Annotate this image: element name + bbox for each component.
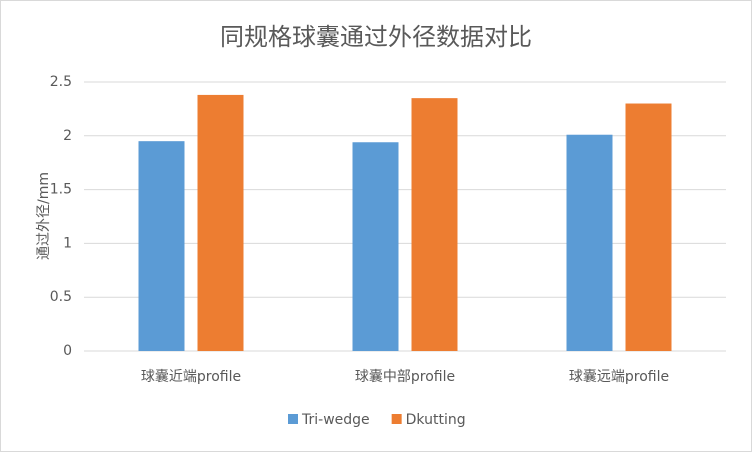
x-tick-label: 球囊近端profile — [141, 368, 241, 385]
legend-swatch — [391, 414, 402, 424]
y-tick-label: 2.5 — [50, 74, 72, 90]
bar — [411, 98, 458, 351]
bar — [197, 94, 244, 352]
y-axis-label: 通过外径/mm — [36, 172, 52, 260]
bar — [138, 141, 185, 351]
x-tick-label: 球囊远端profile — [569, 368, 669, 385]
x-tick-label: 球囊中部profile — [355, 368, 455, 385]
bar — [566, 134, 613, 351]
bar — [625, 103, 672, 352]
bar — [352, 142, 399, 351]
chart-title: 同规格球囊通过外径数据对比 — [220, 23, 532, 51]
legend-swatch — [288, 414, 298, 424]
y-tick-label: 0.5 — [50, 289, 72, 305]
legend-label: Tri-wedge — [301, 412, 370, 428]
y-tick-label: 1.5 — [50, 182, 72, 198]
y-tick-label: 2 — [63, 128, 72, 144]
y-tick-label: 0 — [63, 343, 72, 359]
y-tick-label: 1 — [63, 235, 72, 251]
legend-label: Dkutting — [406, 412, 466, 428]
